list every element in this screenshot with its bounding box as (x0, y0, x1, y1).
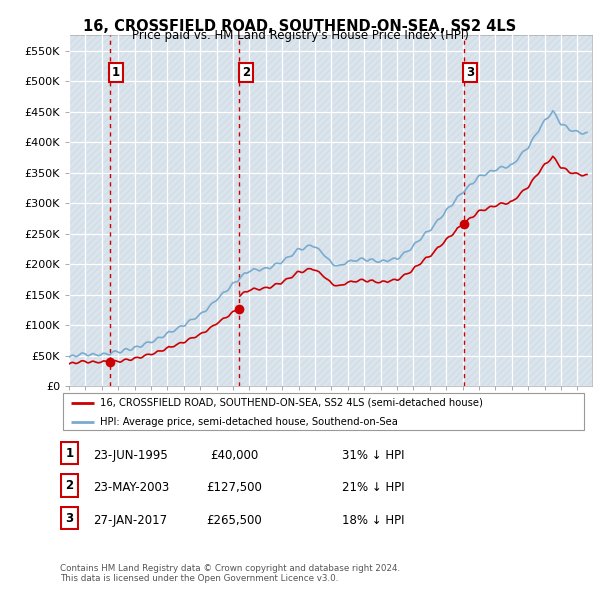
Text: 31% ↓ HPI: 31% ↓ HPI (342, 448, 404, 461)
Text: £265,500: £265,500 (206, 513, 262, 526)
FancyBboxPatch shape (61, 507, 78, 529)
FancyBboxPatch shape (61, 442, 78, 464)
Text: 3: 3 (466, 65, 475, 78)
Text: Price paid vs. HM Land Registry's House Price Index (HPI): Price paid vs. HM Land Registry's House … (131, 29, 469, 42)
Text: 27-JAN-2017: 27-JAN-2017 (93, 513, 167, 526)
Text: HPI: Average price, semi-detached house, Southend-on-Sea: HPI: Average price, semi-detached house,… (100, 417, 397, 427)
Text: 1: 1 (112, 65, 120, 78)
Text: £40,000: £40,000 (210, 448, 258, 461)
Text: 2: 2 (242, 65, 250, 78)
Text: Contains HM Land Registry data © Crown copyright and database right 2024.
This d: Contains HM Land Registry data © Crown c… (60, 563, 400, 583)
Text: 16, CROSSFIELD ROAD, SOUTHEND-ON-SEA, SS2 4LS: 16, CROSSFIELD ROAD, SOUTHEND-ON-SEA, SS… (83, 19, 517, 34)
Text: 23-MAY-2003: 23-MAY-2003 (93, 481, 169, 494)
FancyBboxPatch shape (61, 474, 78, 497)
Text: 21% ↓ HPI: 21% ↓ HPI (342, 481, 404, 494)
Text: 3: 3 (65, 512, 74, 525)
FancyBboxPatch shape (62, 394, 584, 430)
Text: 18% ↓ HPI: 18% ↓ HPI (342, 513, 404, 526)
Text: 2: 2 (65, 479, 74, 492)
Text: 16, CROSSFIELD ROAD, SOUTHEND-ON-SEA, SS2 4LS (semi-detached house): 16, CROSSFIELD ROAD, SOUTHEND-ON-SEA, SS… (100, 398, 482, 408)
Text: £127,500: £127,500 (206, 481, 262, 494)
Text: 1: 1 (65, 447, 74, 460)
Text: 23-JUN-1995: 23-JUN-1995 (93, 448, 168, 461)
